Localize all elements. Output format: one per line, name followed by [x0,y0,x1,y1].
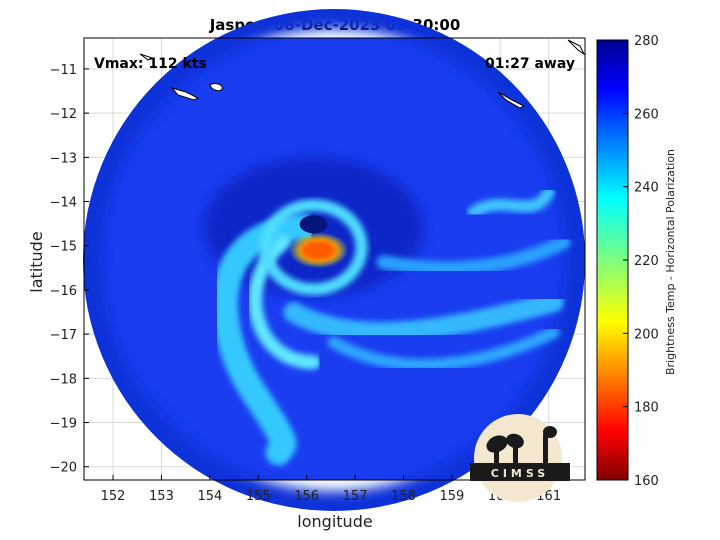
x-tick-label: 156 [294,489,319,504]
x-tick-label: 154 [197,489,222,504]
x-tick-label: 152 [101,489,126,504]
y-axis-ticks: −11 −12 −13 −14 −15 −16 −17 −18 −19 −20 [50,63,89,476]
rain-band [212,214,317,466]
island-outline [567,39,586,56]
colorbar-tick-label: 260 [634,107,659,122]
rain-band [327,326,560,371]
microwave-swath [83,9,585,511]
rain-band [376,235,571,276]
land-outlines [139,39,586,109]
colorbar-tick-label: 220 [634,254,659,269]
x-tick-label: 158 [391,489,416,504]
x-tick-label: 155 [246,489,271,504]
colorbar-gradient [596,39,629,481]
y-axis-label: latitude [27,231,46,292]
storm-eye [299,215,328,234]
y-tick-label: −16 [50,284,77,299]
y-tick-label: −11 [50,63,77,78]
y-tick-label: −12 [50,107,77,122]
x-tick-label: 157 [343,489,368,504]
colorbar-tick-label: 240 [634,181,659,196]
y-tick-label: −14 [50,196,77,211]
x-tick-label: 159 [439,489,464,504]
plot-area: 152153154155156157158159160161 −11−12−13… [50,9,586,511]
island-outline [209,83,223,92]
plot-frame [83,37,586,481]
x-tick-label: 153 [149,489,174,504]
logo-text: CIMSS [491,467,549,480]
colorbar-ticks: 160 180 200 220 240 260 280 [623,34,659,489]
y-tick-label: −19 [50,417,77,432]
vmax-annotation: Vmax: 112 kts [94,56,207,72]
colorbar-tick-label: 160 [634,474,659,489]
x-axis-label: longitude [297,512,372,531]
island-outline [139,53,154,61]
colorbar-tick-label: 200 [634,327,659,342]
eyewall-ring [259,199,368,296]
eyewall-hot-spot [300,240,337,261]
y-tick-label: −15 [50,240,77,255]
island-outline [497,91,526,109]
rain-band [467,186,555,219]
y-tick-label: −17 [50,328,77,343]
colorbar: 160 180 200 220 240 260 280 Brightness Temp - … [596,34,677,489]
y-tick-label: −18 [50,372,77,387]
logo-satellite-dishes-icon [486,426,557,463]
time-away-annotation: 01:27 away [485,56,575,72]
cimss-logo: CIMSS [470,414,570,502]
storm-features [83,9,585,511]
colorbar-tick-label: 280 [634,34,659,49]
logo-banner [470,463,570,481]
y-tick-label: −13 [50,151,77,166]
colorbar-label: Brightness Temp - Horizontal Polarizatio… [664,149,677,375]
y-tick-label: −20 [50,461,77,476]
rain-band [283,292,564,342]
colorbar-tick-label: 180 [634,401,659,416]
island-outline [170,87,200,101]
